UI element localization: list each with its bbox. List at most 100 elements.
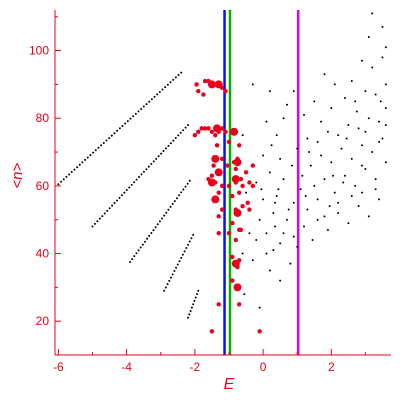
black-line-point — [57, 183, 60, 186]
black-line-point — [145, 168, 148, 171]
red-point-large — [231, 175, 240, 184]
black-line-point — [145, 103, 148, 106]
red-point — [196, 129, 201, 134]
black-point — [258, 306, 261, 309]
black-line-point — [118, 127, 121, 130]
black-line-point — [178, 260, 181, 263]
black-line-point — [180, 191, 183, 194]
black-line-point — [163, 214, 166, 217]
black-point — [323, 73, 326, 76]
black-point — [381, 56, 384, 59]
black-point — [357, 127, 360, 130]
red-point — [216, 302, 221, 307]
black-point — [354, 184, 357, 187]
black-line-point — [124, 122, 127, 125]
black-line-point — [76, 166, 79, 169]
red-point — [214, 143, 220, 148]
black-point — [347, 124, 350, 126]
black-line-point — [140, 173, 143, 176]
black-line-point — [110, 134, 113, 137]
red-point — [209, 173, 215, 178]
black-line-point — [188, 179, 191, 182]
black-line-point — [129, 117, 132, 120]
black-point — [243, 293, 246, 296]
black-point — [265, 120, 268, 123]
black-line-point — [152, 160, 155, 163]
black-point — [381, 25, 384, 28]
black-line-point — [135, 178, 138, 181]
black-point — [367, 36, 370, 39]
black-point — [384, 46, 387, 49]
black-line-point — [172, 78, 175, 81]
y-tick-label: 100 — [29, 44, 49, 58]
black-point — [361, 59, 364, 62]
black-point — [323, 215, 326, 218]
black-line-point — [140, 107, 143, 110]
black-line-point — [155, 157, 158, 160]
red-point-large — [211, 154, 220, 163]
black-line-point — [150, 98, 153, 101]
black-line-point — [182, 188, 185, 191]
black-line-point — [70, 171, 73, 174]
black-point — [287, 208, 290, 211]
black-point — [357, 205, 360, 208]
black-line-series — [57, 71, 200, 319]
black-line-point — [189, 310, 192, 313]
black-point — [345, 137, 348, 140]
black-point — [316, 198, 319, 201]
red-point — [219, 183, 225, 189]
black-line-point — [157, 155, 160, 158]
black-line-point — [178, 194, 181, 197]
ticks: -6 -4 -2 0 2 20 40 60 80 100 — [29, 16, 366, 374]
black-point — [367, 215, 370, 218]
black-point — [364, 130, 367, 133]
black-line-point — [173, 200, 176, 203]
red-point — [223, 88, 228, 94]
black-point — [292, 90, 295, 93]
black-point — [371, 151, 374, 154]
black-point — [262, 154, 265, 157]
red-point — [233, 166, 238, 172]
black-point — [274, 201, 277, 204]
black-line-point — [187, 243, 190, 246]
black-point — [279, 242, 282, 245]
red-point — [226, 183, 232, 189]
red-point — [199, 126, 204, 131]
x-tick-label: -2 — [190, 360, 201, 374]
black-line-point — [197, 289, 200, 292]
red-point — [192, 132, 198, 138]
black-point — [367, 117, 370, 120]
red-point — [237, 227, 242, 233]
red-point — [230, 193, 235, 199]
black-line-point — [186, 182, 189, 185]
black-line-point — [193, 299, 196, 302]
black-line-point — [162, 150, 165, 153]
black-line-point — [158, 90, 161, 93]
black-point — [364, 90, 367, 93]
black-line-point — [152, 229, 155, 232]
black-line-point — [169, 81, 172, 84]
black-line-point — [181, 253, 184, 256]
black-line-point — [164, 147, 167, 150]
black-point — [384, 83, 387, 86]
black-point — [311, 239, 314, 241]
red-point — [243, 170, 249, 175]
black-line-point — [192, 233, 195, 236]
black-point — [355, 110, 358, 113]
black-point — [282, 117, 285, 120]
red-point — [226, 139, 232, 145]
red-point-large — [211, 195, 220, 204]
red-point-large — [213, 124, 222, 133]
red-point — [223, 129, 228, 134]
black-line-point — [167, 144, 170, 147]
black-point — [303, 225, 306, 228]
black-point — [316, 218, 319, 221]
red-point — [247, 180, 252, 185]
black-point — [342, 181, 345, 184]
black-line-point — [182, 129, 185, 132]
black-line-point — [98, 217, 101, 220]
red-point — [209, 129, 215, 134]
black-point — [251, 83, 254, 86]
black-line-point — [118, 196, 121, 199]
black-line-point — [187, 124, 190, 126]
